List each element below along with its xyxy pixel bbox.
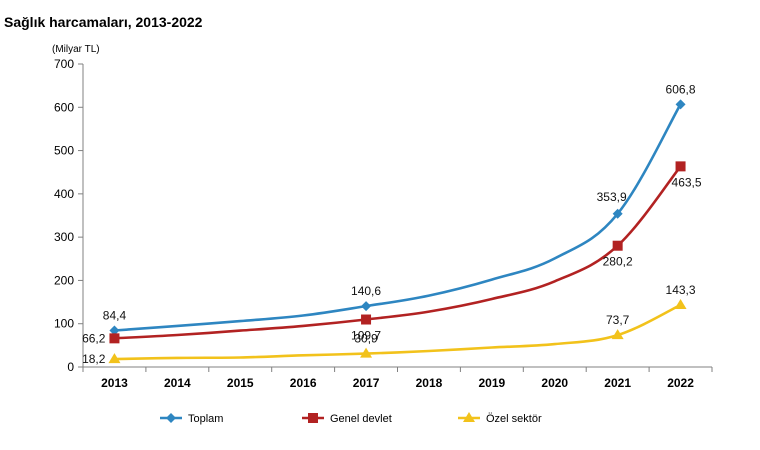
series-line	[114, 303, 682, 361]
y-unit-label: (Milyar TL)	[52, 44, 100, 55]
x-tick-label: 2013	[101, 376, 128, 390]
y-tick-label: 0	[67, 360, 74, 374]
data-point-marker	[674, 298, 687, 309]
x-tick-label: 2022	[667, 376, 694, 390]
legend-label: Toplam	[188, 413, 223, 425]
series-2	[109, 161, 686, 344]
data-label: 143,3	[666, 283, 696, 297]
data-point-marker	[612, 240, 623, 251]
y-tick-label: 300	[54, 230, 74, 244]
data-label: 463,5	[672, 175, 702, 189]
data-label: 66,2	[82, 331, 106, 345]
data-label: 73,7	[606, 313, 630, 327]
data-label: 18,2	[82, 352, 106, 366]
data-point-marker	[612, 208, 623, 219]
x-tick-label: 2019	[478, 376, 505, 390]
x-tick-label: 2021	[604, 376, 631, 390]
data-label: 606,8	[666, 82, 696, 96]
x-tick-label: 2014	[164, 376, 191, 390]
data-point-marker	[675, 99, 686, 110]
data-point-marker	[109, 325, 120, 336]
series-line	[114, 165, 682, 340]
x-tick-label: 2020	[541, 376, 568, 390]
y-tick-label: 500	[54, 144, 74, 158]
data-label: 353,9	[597, 190, 627, 204]
legend-swatch-marker	[308, 413, 318, 423]
data-point-marker	[360, 347, 373, 358]
data-point-marker	[611, 329, 624, 340]
series-1	[109, 99, 686, 336]
y-tick-label: 700	[54, 57, 74, 71]
legend-swatch-marker	[463, 412, 475, 422]
data-label: 30,9	[354, 332, 378, 346]
y-tick-label: 100	[54, 317, 74, 331]
y-tick-label: 600	[54, 100, 74, 114]
x-tick-label: 2015	[227, 376, 254, 390]
data-labels: 84,4 140,6 353,9 606,8 66,2 109,7 280,2 463,5 18…	[82, 82, 702, 366]
chart-title: Sağlık harcamaları, 2013-2022	[4, 14, 203, 30]
data-point-marker	[108, 353, 121, 364]
y-tick-label: 200	[54, 273, 74, 287]
legend-entry: Özel sektör	[458, 412, 542, 425]
data-point-marker	[361, 314, 372, 325]
data-point-marker	[109, 333, 120, 344]
y-tick-label: 400	[54, 187, 74, 201]
legend-label: Özel sektör	[486, 413, 542, 425]
legend: Toplam Genel devlet Özel sektör	[160, 412, 542, 425]
legend-entry: Genel devlet	[302, 413, 392, 425]
data-label: 109,7	[351, 329, 381, 343]
data-label: 280,2	[603, 255, 633, 269]
data-point-marker	[675, 161, 686, 172]
legend-entry: Toplam	[160, 413, 223, 425]
series-3	[108, 298, 687, 364]
x-tick-label: 2018	[416, 376, 443, 390]
data-label: 140,6	[351, 284, 381, 298]
data-label: 84,4	[103, 308, 127, 322]
data-point-marker	[361, 301, 372, 312]
axes: 0 100 200 300 400 500 600 700 2013 2014 2015 2016 20…	[54, 57, 713, 390]
x-tick-label: 2017	[353, 376, 380, 390]
series-line	[114, 103, 682, 332]
legend-swatch-marker	[166, 413, 176, 423]
series-layer	[108, 99, 687, 364]
x-tick-label: 2016	[290, 376, 317, 390]
legend-label: Genel devlet	[330, 413, 392, 425]
